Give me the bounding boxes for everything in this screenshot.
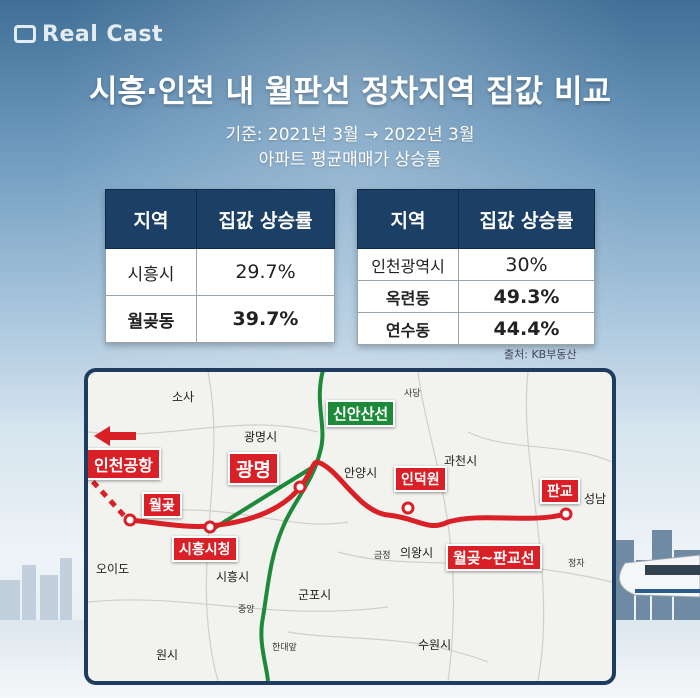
line-tag-wolpan: 월곶~판교선 [446, 544, 542, 571]
place-seongnam: 성남 [584, 492, 607, 506]
place-gunpo-si: 군포시 [298, 588, 332, 602]
station-tag-gwangmyeong: 광명 [228, 452, 279, 485]
arrow-left-icon [94, 426, 136, 446]
place-gwacheon-si: 과천시 [444, 454, 478, 468]
metric-label: 아파트 평균매매가 상승률 [258, 150, 442, 170]
siheung-price-table: 지역 집값 상승률 시흥시 29.7% 월곶동 39.7% [105, 189, 335, 343]
siheung-cityhall-station-dot [203, 520, 217, 534]
place-anyang-si: 안양시 [344, 466, 378, 480]
col-rate-header: 집값 상승률 [196, 189, 335, 249]
base-period: 기준: 2021년 3월 → 2022년 3월 [225, 125, 475, 145]
line-tag-sinansan: 신안산선 [326, 400, 396, 427]
place-jungang: 중앙 [238, 605, 255, 615]
rate-cell: 29.7% [196, 248, 335, 296]
station-tag-pangyo: 판교 [540, 478, 580, 504]
station-tag-indeogwon: 인덕원 [394, 466, 447, 492]
train-graphic [618, 554, 700, 598]
place-gwangmyeong-si: 광명시 [244, 430, 278, 444]
place-handaeap: 한대앞 [272, 643, 297, 653]
place-uiwang-si: 의왕시 [400, 546, 434, 560]
table-row: 연수동 44.4% [357, 312, 595, 345]
region-cell: 연수동 [357, 312, 459, 345]
route-map: 인천공항 월곶 시흥시청 광명 인덕원 판교 신안산선 월곶~판교선 소사 광명… [84, 368, 616, 685]
place-geumjeong: 금정 [374, 551, 391, 561]
region-cell: 월곶동 [105, 295, 197, 343]
place-jeongja: 정자 [568, 559, 585, 569]
brand-name: Real Cast [42, 22, 164, 47]
table-row: 인천광역시 30% [357, 248, 595, 281]
source-note: 출처: KB부동산 [504, 348, 577, 361]
col-region-header: 지역 [357, 189, 459, 249]
place-siheung-si: 시흥시 [216, 570, 250, 584]
city-skyline [0, 530, 700, 620]
gwangmyeong-station-dot [293, 480, 307, 494]
rate-cell: 30% [458, 248, 595, 281]
place-sosa: 소사 [172, 390, 195, 404]
logo-icon [14, 25, 36, 43]
table-row: 시흥시 29.7% [105, 248, 335, 296]
place-suwon-si: 수원시 [418, 638, 452, 652]
table-row: 옥련동 49.3% [357, 280, 595, 313]
rate-cell: 44.4% [458, 312, 595, 345]
station-tag-siheung-cityhall: 시흥시청 [172, 536, 238, 562]
wolgot-station-dot [123, 513, 137, 527]
rate-cell: 39.7% [196, 295, 335, 343]
place-wonsi: 원시 [156, 648, 179, 662]
map-lines [88, 372, 612, 681]
table-header-row: 지역 집값 상승률 [357, 189, 595, 249]
region-cell: 시흥시 [105, 248, 197, 296]
place-sadang: 사당 [404, 389, 421, 399]
table-header-row: 지역 집값 상승률 [105, 189, 335, 249]
incheon-price-table: 지역 집값 상승률 인천광역시 30% 옥련동 49.3% 연수동 44.4% [357, 189, 595, 345]
page-title: 시흥·인천 내 월판선 정차지역 집값 비교 [88, 74, 612, 110]
col-region-header: 지역 [105, 189, 197, 249]
station-tag-incheon-airport: 인천공항 [88, 448, 161, 480]
airport-dashed-line [88, 472, 130, 522]
indeogwon-station-dot [401, 501, 415, 515]
pangyo-station-dot [559, 507, 573, 521]
brand-logo: Real Cast [14, 22, 163, 47]
region-cell: 옥련동 [357, 280, 459, 313]
place-oido: 오이도 [96, 562, 130, 576]
sinansan-line [259, 372, 325, 681]
region-cell: 인천광역시 [357, 248, 459, 281]
rate-cell: 49.3% [458, 280, 595, 313]
table-row: 월곶동 39.7% [105, 295, 335, 343]
col-rate-header: 집값 상승률 [458, 189, 595, 249]
station-tag-wolgot: 월곶 [142, 492, 182, 518]
